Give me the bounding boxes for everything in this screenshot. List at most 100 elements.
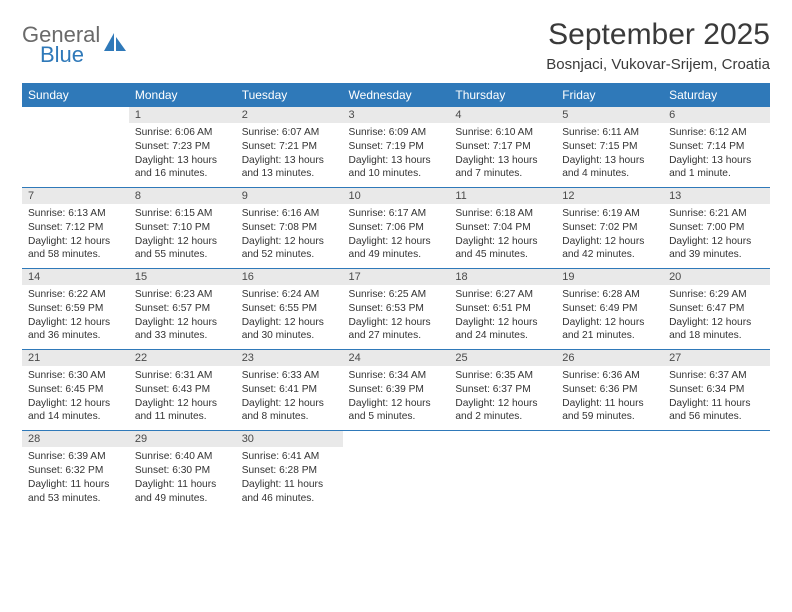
sunrise-text: Sunrise: 6:13 AM: [28, 207, 123, 221]
calendar-day-cell: .: [556, 431, 663, 512]
day-details: Sunrise: 6:15 AMSunset: 7:10 PMDaylight:…: [129, 204, 236, 268]
sunrise-text: Sunrise: 6:31 AM: [135, 369, 230, 383]
sunset-text: Sunset: 7:17 PM: [455, 140, 550, 154]
calendar-body: . 1Sunrise: 6:06 AMSunset: 7:23 PMDayligh…: [22, 107, 770, 511]
sunset-text: Sunset: 7:12 PM: [28, 221, 123, 235]
day-details: Sunrise: 6:19 AMSunset: 7:02 PMDaylight:…: [556, 204, 663, 268]
sunset-text: Sunset: 6:37 PM: [455, 383, 550, 397]
calendar-day-cell: 30Sunrise: 6:41 AMSunset: 6:28 PMDayligh…: [236, 431, 343, 512]
day-number: 4: [449, 107, 556, 123]
daylight-text: Daylight: 12 hours and 42 minutes.: [562, 235, 657, 263]
day-details: Sunrise: 6:07 AMSunset: 7:21 PMDaylight:…: [236, 123, 343, 187]
weekday-header: Wednesday: [343, 83, 450, 107]
calendar-day-cell: .: [449, 431, 556, 512]
weekday-header-row: Sunday Monday Tuesday Wednesday Thursday…: [22, 83, 770, 107]
day-number: 6: [663, 107, 770, 123]
calendar-day-cell: 18Sunrise: 6:27 AMSunset: 6:51 PMDayligh…: [449, 269, 556, 350]
page-subtitle: Bosnjaci, Vukovar-Srijem, Croatia: [546, 56, 770, 73]
daylight-text: Daylight: 13 hours and 16 minutes.: [135, 154, 230, 182]
sunrise-text: Sunrise: 6:18 AM: [455, 207, 550, 221]
sunset-text: Sunset: 6:39 PM: [349, 383, 444, 397]
sunset-text: Sunset: 6:49 PM: [562, 302, 657, 316]
sunset-text: Sunset: 6:45 PM: [28, 383, 123, 397]
day-number: 2: [236, 107, 343, 123]
day-number: 12: [556, 188, 663, 204]
daylight-text: Daylight: 12 hours and 8 minutes.: [242, 397, 337, 425]
day-number: 27: [663, 350, 770, 366]
calendar-day-cell: 26Sunrise: 6:36 AMSunset: 6:36 PMDayligh…: [556, 350, 663, 431]
sunrise-text: Sunrise: 6:16 AM: [242, 207, 337, 221]
calendar-week-row: .1Sunrise: 6:06 AMSunset: 7:23 PMDayligh…: [22, 107, 770, 188]
sunset-text: Sunset: 7:04 PM: [455, 221, 550, 235]
brand-sail-icon: [102, 31, 128, 55]
calendar-day-cell: 1Sunrise: 6:06 AMSunset: 7:23 PMDaylight…: [129, 107, 236, 188]
sunrise-text: Sunrise: 6:19 AM: [562, 207, 657, 221]
day-details: Sunrise: 6:16 AMSunset: 7:08 PMDaylight:…: [236, 204, 343, 268]
day-number: 26: [556, 350, 663, 366]
daylight-text: Daylight: 11 hours and 59 minutes.: [562, 397, 657, 425]
calendar-day-cell: .: [663, 431, 770, 512]
daylight-text: Daylight: 12 hours and 55 minutes.: [135, 235, 230, 263]
sunrise-text: Sunrise: 6:39 AM: [28, 450, 123, 464]
sunrise-text: Sunrise: 6:25 AM: [349, 288, 444, 302]
weekday-header: Thursday: [449, 83, 556, 107]
sunset-text: Sunset: 6:59 PM: [28, 302, 123, 316]
day-number: 14: [22, 269, 129, 285]
day-number: 30: [236, 431, 343, 447]
calendar-week-row: 7Sunrise: 6:13 AMSunset: 7:12 PMDaylight…: [22, 188, 770, 269]
calendar-day-cell: 2Sunrise: 6:07 AMSunset: 7:21 PMDaylight…: [236, 107, 343, 188]
day-details: Sunrise: 6:34 AMSunset: 6:39 PMDaylight:…: [343, 366, 450, 430]
daylight-text: Daylight: 11 hours and 56 minutes.: [669, 397, 764, 425]
header: General Blue September 2025 Bosnjaci, Vu…: [22, 18, 770, 73]
sunrise-text: Sunrise: 6:17 AM: [349, 207, 444, 221]
weekday-header: Tuesday: [236, 83, 343, 107]
day-details: Sunrise: 6:09 AMSunset: 7:19 PMDaylight:…: [343, 123, 450, 187]
calendar-day-cell: 29Sunrise: 6:40 AMSunset: 6:30 PMDayligh…: [129, 431, 236, 512]
sunset-text: Sunset: 6:43 PM: [135, 383, 230, 397]
sunrise-text: Sunrise: 6:06 AM: [135, 126, 230, 140]
daylight-text: Daylight: 12 hours and 36 minutes.: [28, 316, 123, 344]
calendar-day-cell: 15Sunrise: 6:23 AMSunset: 6:57 PMDayligh…: [129, 269, 236, 350]
calendar-day-cell: 28Sunrise: 6:39 AMSunset: 6:32 PMDayligh…: [22, 431, 129, 512]
calendar-week-row: 14Sunrise: 6:22 AMSunset: 6:59 PMDayligh…: [22, 269, 770, 350]
sunrise-text: Sunrise: 6:35 AM: [455, 369, 550, 383]
daylight-text: Daylight: 11 hours and 46 minutes.: [242, 478, 337, 506]
sunrise-text: Sunrise: 6:27 AM: [455, 288, 550, 302]
daylight-text: Daylight: 13 hours and 13 minutes.: [242, 154, 337, 182]
calendar-day-cell: 22Sunrise: 6:31 AMSunset: 6:43 PMDayligh…: [129, 350, 236, 431]
sunrise-text: Sunrise: 6:11 AM: [562, 126, 657, 140]
daylight-text: Daylight: 13 hours and 4 minutes.: [562, 154, 657, 182]
sunrise-text: Sunrise: 6:30 AM: [28, 369, 123, 383]
day-details: Sunrise: 6:06 AMSunset: 7:23 PMDaylight:…: [129, 123, 236, 187]
day-details: Sunrise: 6:39 AMSunset: 6:32 PMDaylight:…: [22, 447, 129, 511]
day-number: 13: [663, 188, 770, 204]
daylight-text: Daylight: 12 hours and 24 minutes.: [455, 316, 550, 344]
sunset-text: Sunset: 7:00 PM: [669, 221, 764, 235]
daylight-text: Daylight: 12 hours and 45 minutes.: [455, 235, 550, 263]
day-details: Sunrise: 6:12 AMSunset: 7:14 PMDaylight:…: [663, 123, 770, 187]
sunrise-text: Sunrise: 6:07 AM: [242, 126, 337, 140]
daylight-text: Daylight: 12 hours and 27 minutes.: [349, 316, 444, 344]
brand-text: General Blue: [22, 24, 100, 66]
calendar-day-cell: 16Sunrise: 6:24 AMSunset: 6:55 PMDayligh…: [236, 269, 343, 350]
daylight-text: Daylight: 12 hours and 11 minutes.: [135, 397, 230, 425]
day-number: 20: [663, 269, 770, 285]
daylight-text: Daylight: 12 hours and 14 minutes.: [28, 397, 123, 425]
sunset-text: Sunset: 7:14 PM: [669, 140, 764, 154]
calendar-day-cell: 13Sunrise: 6:21 AMSunset: 7:00 PMDayligh…: [663, 188, 770, 269]
calendar-day-cell: 8Sunrise: 6:15 AMSunset: 7:10 PMDaylight…: [129, 188, 236, 269]
day-details: Sunrise: 6:25 AMSunset: 6:53 PMDaylight:…: [343, 285, 450, 349]
calendar-week-row: 28Sunrise: 6:39 AMSunset: 6:32 PMDayligh…: [22, 431, 770, 512]
daylight-text: Daylight: 12 hours and 18 minutes.: [669, 316, 764, 344]
weekday-header: Friday: [556, 83, 663, 107]
sunset-text: Sunset: 6:55 PM: [242, 302, 337, 316]
day-number: 28: [22, 431, 129, 447]
daylight-text: Daylight: 12 hours and 2 minutes.: [455, 397, 550, 425]
calendar-day-cell: 4Sunrise: 6:10 AMSunset: 7:17 PMDaylight…: [449, 107, 556, 188]
sunrise-text: Sunrise: 6:40 AM: [135, 450, 230, 464]
day-details: Sunrise: 6:35 AMSunset: 6:37 PMDaylight:…: [449, 366, 556, 430]
sunrise-text: Sunrise: 6:12 AM: [669, 126, 764, 140]
day-number: 16: [236, 269, 343, 285]
day-details: Sunrise: 6:13 AMSunset: 7:12 PMDaylight:…: [22, 204, 129, 268]
sunrise-text: Sunrise: 6:37 AM: [669, 369, 764, 383]
